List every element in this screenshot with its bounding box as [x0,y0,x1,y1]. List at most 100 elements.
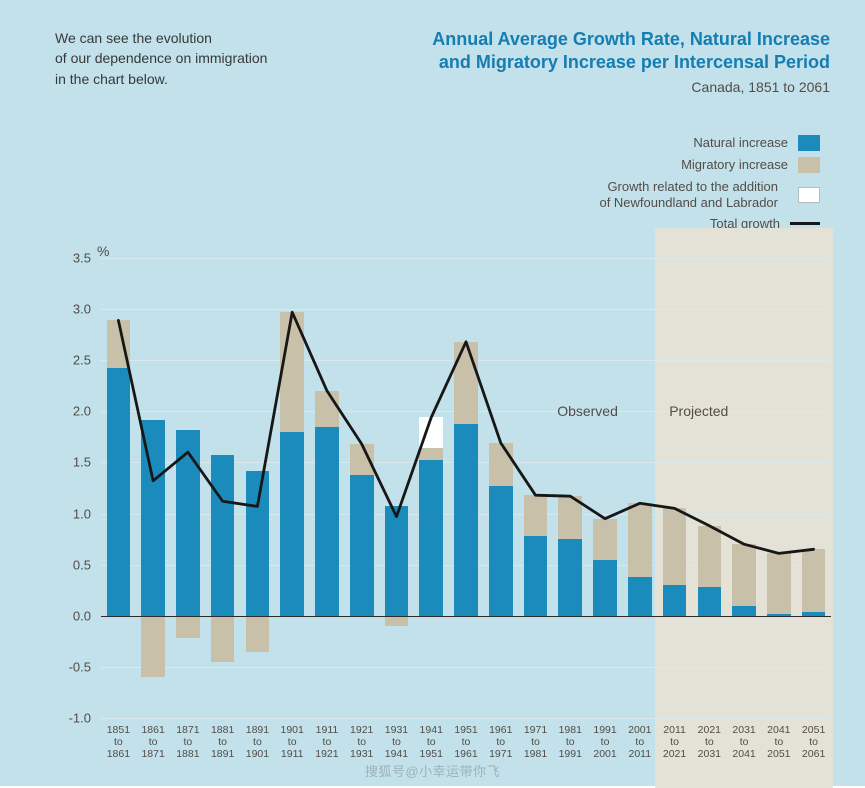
intro-line: in the chart below. [55,69,267,89]
legend-item-natural: Natural increase [599,135,830,151]
bar-natural [454,424,478,616]
y-tick: 2.5 [55,353,91,368]
x-tick-label: 2011to2021 [655,724,694,760]
y-tick: 0.0 [55,608,91,623]
watermark: 搜狐号@小幸运带你飞 [365,761,500,780]
legend-swatch-migratory [798,157,820,173]
zero-baseline [101,616,831,618]
bar-migratory [141,616,165,677]
bar-natural [593,560,617,616]
observed-label: Observed [557,403,618,419]
bar-natural [107,368,131,615]
x-tick-label: 1881to1891 [203,724,242,760]
x-tick-label: 1871to1881 [169,724,208,760]
bar-migratory [628,503,652,577]
x-tick-label: 2021to2031 [690,724,729,760]
bar-natural [419,460,443,615]
y-tick: 1.0 [55,506,91,521]
bar-migratory [454,342,478,424]
chart-title-block: Annual Average Growth Rate, Natural Incr… [432,28,830,95]
bars-layer [101,258,831,718]
bar-migratory [489,443,513,486]
chart: % -1.0-0.50.00.51.01.52.02.53.03.5 Obser… [55,258,835,758]
x-tick-label: 1991to2001 [586,724,625,760]
bar-natural [350,475,374,616]
x-tick-label: 1911to1921 [308,724,347,760]
bar-natural [628,577,652,616]
legend-label: Growth related to the addition of Newfou… [599,179,788,210]
legend-label-line: of Newfoundland and Labrador [599,195,778,210]
title-line: Annual Average Growth Rate, Natural Incr… [432,29,830,49]
bar-natural [246,471,270,616]
page-root: We can see the evolution of our dependen… [0,0,865,786]
bar-natural [663,585,687,616]
bar-migratory [350,444,374,475]
y-tick: 2.0 [55,404,91,419]
legend-label-line: Growth related to the addition [607,179,778,194]
bar-migratory [385,616,409,626]
bar-migratory [732,544,756,605]
x-tick-label: 1941to1951 [412,724,451,760]
legend-label: Migratory increase [681,157,788,173]
bar-migratory [419,448,443,460]
bar-migratory [280,312,304,432]
bar-natural [524,536,548,616]
legend-label: Natural increase [693,135,788,151]
bar-natural [385,506,409,615]
y-tick: 0.5 [55,557,91,572]
legend: Natural increase Migratory increase Grow… [599,135,830,238]
x-tick-label: 1921to1931 [342,724,381,760]
legend-swatch-newfoundland [798,187,820,203]
chart-subtitle: Canada, 1851 to 2061 [432,79,830,95]
legend-swatch-natural [798,135,820,151]
bar-migratory [802,549,826,611]
bar-natural [211,455,235,615]
x-tick-label: 1931to1941 [377,724,416,760]
x-tick-label: 2001to2011 [620,724,659,760]
bar-migratory [767,553,791,613]
y-tick: 3.0 [55,302,91,317]
x-tick-label: 1961to1971 [481,724,520,760]
x-tick-label: 2041to2051 [759,724,798,760]
x-tick-label: 1971to1981 [516,724,555,760]
bar-natural [698,587,722,616]
x-tick-label: 1891to1901 [238,724,277,760]
bar-natural [315,427,339,616]
bar-natural [176,430,200,616]
bar-natural [732,606,756,616]
projected-label: Projected [669,403,728,419]
x-tick-label: 1901to1911 [273,724,312,760]
x-tick-label: 2031to2041 [725,724,764,760]
x-tick-label: 1951to1961 [447,724,486,760]
bar-migratory [663,508,687,585]
bar-migratory [524,495,548,536]
bar-natural [141,420,165,616]
chart-title: Annual Average Growth Rate, Natural Incr… [432,28,830,75]
gridline [101,718,831,719]
x-tick-label: 1851to1861 [99,724,138,760]
intro-line: We can see the evolution [55,28,267,48]
y-tick: -0.5 [55,659,91,674]
bar-natural [558,539,582,616]
bar-migratory [211,616,235,662]
bar-migratory [558,496,582,539]
bar-migratory [698,526,722,587]
y-tick: 3.5 [55,251,91,266]
legend-line-total [790,222,820,225]
bar-migratory [107,320,131,368]
intro-text: We can see the evolution of our dependen… [55,28,267,89]
bar-migratory [593,519,617,560]
title-line: and Migratory Increase per Intercensal P… [439,52,830,72]
bar-migratory [315,391,339,427]
bar-newfoundland [419,417,443,448]
y-axis-label: % [97,243,109,259]
x-tick-label: 2051to2061 [794,724,833,760]
x-tick-label: 1861to1871 [134,724,173,760]
bar-migratory [176,616,200,638]
intro-line: of our dependence on immigration [55,48,267,68]
legend-item-migratory: Migratory increase [599,157,830,173]
y-tick: -1.0 [55,711,91,726]
plot-area: Observed Projected 1851to18611861to18711… [101,258,831,718]
bar-migratory [246,616,270,652]
legend-item-newfoundland: Growth related to the addition of Newfou… [599,179,830,210]
